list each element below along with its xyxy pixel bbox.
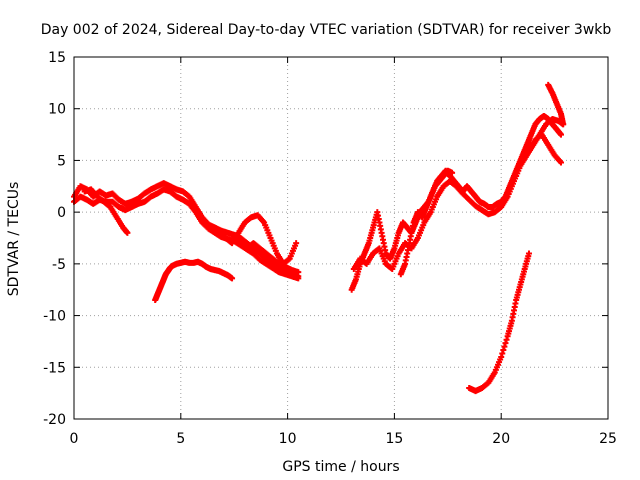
point-markers (466, 250, 532, 395)
y-tick-label: 15 (48, 50, 66, 66)
point-markers (397, 167, 456, 278)
data-points (71, 81, 567, 395)
point-markers (231, 235, 302, 276)
plot-frame (73, 56, 609, 420)
series-track-h (350, 116, 567, 273)
y-tick-label: -15 (43, 360, 66, 376)
y-axis: -20 -15 -10 -5 0 5 10 15 (43, 50, 608, 428)
y-axis-label: SDTVAR / TECUs (6, 182, 22, 297)
x-tick-label: 15 (385, 431, 403, 447)
y-tick-label: -20 (43, 412, 66, 428)
y-tick-label: 10 (48, 102, 66, 118)
point-markers (209, 212, 300, 267)
x-tick-label: 25 (599, 431, 617, 447)
grid (74, 57, 608, 419)
point-markers (348, 112, 565, 293)
chart-title: Day 002 of 2024, Sidereal Day-to-day VTE… (41, 22, 612, 38)
x-tick-label: 5 (176, 431, 185, 447)
point-markers (545, 81, 567, 128)
point-markers (519, 131, 565, 166)
y-tick-label: -5 (52, 257, 66, 273)
x-tick-label: 10 (279, 431, 297, 447)
x-tick-label: 20 (492, 431, 510, 447)
series-track-d (209, 212, 300, 267)
x-tick-label: 0 (70, 431, 79, 447)
y-tick-label: -10 (43, 309, 66, 325)
point-markers (350, 116, 567, 273)
series-track-f (152, 258, 236, 304)
series-track-k (545, 81, 567, 128)
series-track-g (348, 112, 565, 293)
y-tick-label: 0 (57, 205, 66, 221)
x-axis-label: GPS time / hours (282, 459, 399, 475)
series-track-l (466, 250, 532, 395)
series-track-i (397, 167, 456, 278)
series-track-e (231, 235, 302, 276)
point-markers (152, 258, 236, 304)
x-axis: 0 5 10 15 20 25 (70, 57, 617, 447)
series-track-j (519, 131, 565, 166)
series-track-c (81, 186, 131, 236)
point-markers (81, 186, 131, 236)
y-tick-label: 5 (57, 153, 66, 169)
